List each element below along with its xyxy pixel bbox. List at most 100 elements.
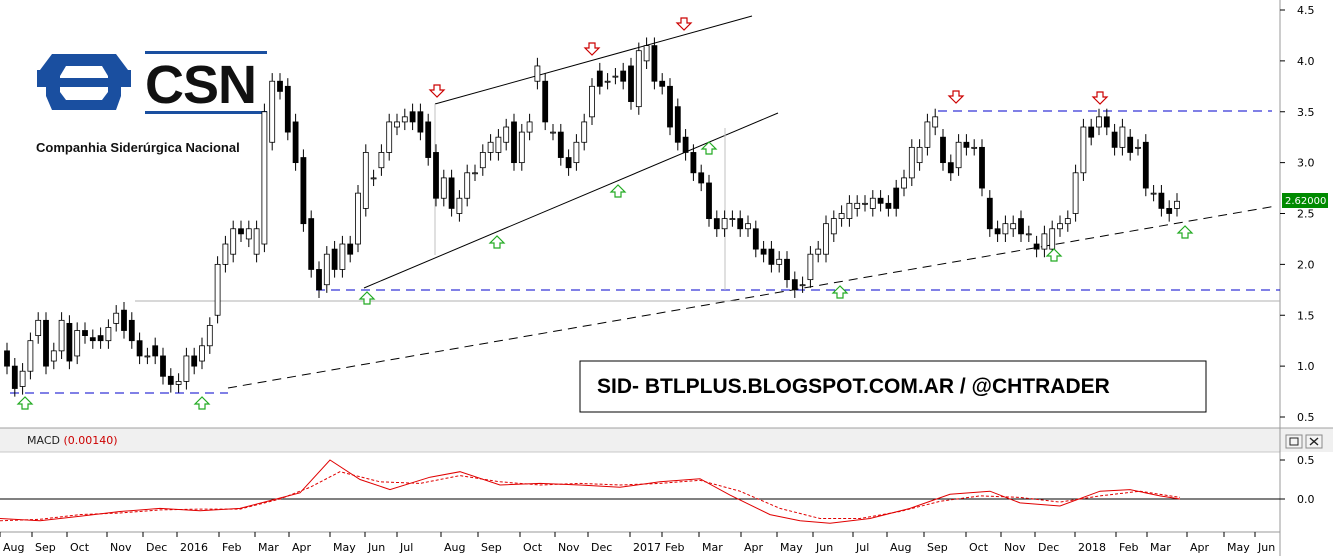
candle [768,240,775,273]
candle [924,113,931,156]
candle [838,205,845,227]
candle-body [674,106,681,143]
candle-body [550,131,556,134]
price-tick-label: 0.5 [1297,411,1315,424]
price-tick-label: 4.0 [1297,55,1315,68]
candle-body [316,269,322,291]
candle [1072,164,1079,222]
candle [175,373,182,393]
candle-body [682,136,689,153]
candle-body [1150,192,1157,195]
candle [89,329,96,349]
candle [425,113,432,166]
candle [596,62,603,95]
candle [589,78,595,125]
candle [869,190,876,217]
candle [464,164,471,207]
candle [713,210,720,237]
candle-body [19,370,26,387]
time-tick-label: Jun [367,541,385,554]
candle-body [175,380,182,385]
close-icon[interactable] [1305,434,1323,449]
buy-arrow-icon [609,184,627,198]
candle-body [573,141,580,164]
sell-arrow-icon [428,84,446,98]
candle-body [238,228,244,235]
window-restore-icon[interactable] [1285,434,1303,449]
time-tick-label: Nov [1004,541,1026,554]
candle-body [979,146,985,189]
candle [620,62,627,90]
candle [409,103,416,131]
candle-body [58,319,65,352]
logo-subtitle: Companhia Siderúrgica Nacional [36,140,240,155]
candle-body [284,85,291,133]
candle [542,73,549,131]
macd-pane: 0.0 0.5 [0,454,1315,524]
candle [362,144,369,217]
candle-body [1010,223,1017,230]
time-tick-label: May [1227,541,1250,554]
candle-body [136,340,143,357]
candle-body [300,157,307,225]
time-tick-label: 2018 [1078,541,1106,554]
sell-arrow-icon [1091,91,1109,105]
candle [651,37,658,90]
candle-body [1135,146,1141,149]
candle [511,113,517,171]
candle-body [737,218,744,230]
candle-body [495,136,502,153]
candle [604,73,611,90]
candle [144,347,151,365]
candle [573,134,580,171]
candle [191,347,198,375]
sell-arrow-icon [675,17,693,31]
channel-upper [434,15,753,105]
candle [698,164,705,192]
candle-body [846,202,853,219]
candle [1174,193,1180,217]
candle [745,215,751,237]
candle-body [43,319,49,367]
candle [1096,108,1102,136]
time-tick-label: Oct [523,541,543,554]
price-tick-label: 2.5 [1297,208,1315,221]
candle [518,123,525,171]
candle [503,118,510,151]
candle [370,169,377,187]
candle-body [1119,126,1126,148]
time-tick-label: Jun [1257,541,1275,554]
candle [300,149,307,232]
candle [901,169,907,197]
candle-body [1166,208,1173,214]
candle [534,57,541,90]
candle-body [261,111,268,245]
candle [401,108,408,131]
candle [43,312,49,375]
last-price-badge [1282,193,1328,208]
candle [940,129,946,171]
time-axis: Aug Sep Oct Nov Dec 2016 Feb Mar Apr May Jun Jul Aug… [0,532,1275,554]
candle-body [830,218,837,235]
candle [1142,134,1149,197]
buy-arrow-icon [358,291,376,305]
candle-body [66,322,73,362]
candle [323,246,330,293]
buy-arrow-icon [488,235,506,249]
time-tick-label: Jun [815,541,833,554]
candle-body [113,312,120,324]
candle [1111,123,1118,156]
candle-body [963,141,970,148]
candle [565,149,572,176]
sell-arrow-icon [947,90,965,104]
candle [963,134,970,156]
candle-body [955,141,962,169]
time-tick-label: Sep [481,541,502,554]
candle [526,113,533,141]
candle-body [425,121,432,158]
time-tick-label: 2017 [633,541,661,554]
candle [152,337,159,365]
candle [612,67,619,85]
time-tick-label: May [333,541,356,554]
long-trendline [227,205,1277,389]
